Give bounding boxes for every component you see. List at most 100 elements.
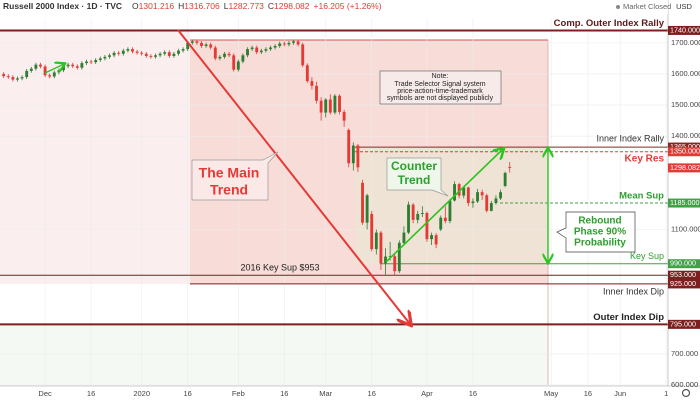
candle-body bbox=[503, 172, 507, 186]
header: Russell 2000 Index · 1D · TVC O1301.216 H1… bbox=[3, 1, 382, 11]
ohlc-field: L bbox=[224, 1, 229, 11]
note-line: Note: bbox=[432, 73, 449, 80]
plot bbox=[0, 29, 668, 326]
candle-body bbox=[140, 52, 144, 54]
settings-icon[interactable] bbox=[681, 388, 691, 398]
candle-body bbox=[310, 81, 314, 86]
level-tag-label: 953.000 bbox=[670, 270, 696, 279]
level-tag bbox=[668, 147, 700, 157]
ohlc-field: O bbox=[132, 1, 139, 11]
candle-body bbox=[227, 53, 231, 56]
level-label: Mean Sup bbox=[619, 191, 664, 202]
candle-body bbox=[370, 213, 374, 250]
counter-trend-label: Counter bbox=[391, 159, 437, 173]
level-label: Inner Index Dip bbox=[603, 286, 664, 296]
x-tick-label: 16 bbox=[469, 389, 477, 398]
ohlc-value: 1316.706 bbox=[184, 1, 220, 11]
candle-body bbox=[149, 55, 153, 57]
y-tick-label: 1600.000 bbox=[671, 69, 700, 78]
level-tag bbox=[668, 259, 700, 269]
candle-body bbox=[379, 232, 383, 264]
candle-body bbox=[218, 56, 222, 59]
candle-body bbox=[121, 50, 125, 54]
candle-body bbox=[402, 232, 406, 243]
small-arrow bbox=[44, 64, 64, 74]
x-tick-label: Mar bbox=[319, 389, 332, 398]
candle-body bbox=[342, 111, 346, 121]
level-label: Outer Index Dip bbox=[593, 312, 664, 323]
candle-body bbox=[213, 47, 217, 59]
candle-body bbox=[508, 166, 512, 168]
candle-body bbox=[315, 85, 318, 101]
candle-body bbox=[301, 44, 305, 66]
header-bg bbox=[0, 0, 668, 14]
x-tick-label: Dec bbox=[38, 389, 52, 398]
candle-body bbox=[163, 52, 167, 54]
candle-body bbox=[448, 200, 452, 222]
market-status: Market Closed bbox=[623, 2, 671, 11]
candle-body bbox=[108, 55, 111, 57]
candle-body bbox=[89, 61, 93, 63]
status-dot bbox=[616, 5, 620, 9]
candle-body bbox=[480, 192, 484, 196]
note-box bbox=[379, 70, 502, 105]
candle-body bbox=[296, 41, 300, 45]
level-label: Comp. Outer Index Rally bbox=[554, 18, 665, 29]
candle-body bbox=[200, 42, 203, 46]
candle-body bbox=[71, 64, 75, 67]
candle-body bbox=[167, 52, 171, 56]
candle-body bbox=[186, 42, 190, 50]
x-tick-label: 1 bbox=[664, 389, 668, 398]
candle-body bbox=[29, 68, 33, 71]
level-tag bbox=[668, 142, 700, 152]
level-tag bbox=[668, 198, 700, 208]
last-price-label: 1298.082 bbox=[670, 163, 700, 172]
last-price-tag bbox=[668, 163, 700, 173]
y-tick-label: 1100.000 bbox=[671, 224, 700, 233]
candle-body bbox=[177, 50, 180, 54]
candle-body bbox=[397, 242, 401, 272]
candle-body bbox=[338, 95, 341, 112]
candle-body bbox=[117, 52, 121, 54]
candle-body bbox=[292, 41, 295, 43]
candle-body bbox=[273, 45, 277, 48]
candle-body bbox=[374, 232, 378, 250]
candle-body bbox=[457, 184, 461, 196]
ohlc-change: +16.205 (+1.26%) bbox=[314, 1, 382, 11]
candle-body bbox=[388, 256, 392, 258]
candle-body bbox=[52, 72, 56, 77]
candle-body bbox=[236, 61, 240, 70]
x-tick-label: 16 bbox=[584, 389, 592, 398]
main-trend-arrow bbox=[177, 29, 410, 324]
zone-lower bbox=[0, 324, 548, 385]
y-tick-label: 700.000 bbox=[671, 349, 698, 358]
candle-body bbox=[11, 77, 15, 80]
level-tag-label: 1365.000 bbox=[670, 142, 700, 151]
candle-body bbox=[269, 47, 272, 50]
candle-body bbox=[420, 213, 424, 214]
note-line: price-action-time-trademark bbox=[397, 88, 483, 95]
candle-body bbox=[407, 204, 410, 233]
candle-body bbox=[43, 66, 47, 76]
candle-body bbox=[443, 217, 447, 222]
candle-body bbox=[241, 55, 245, 62]
candle-body bbox=[158, 53, 162, 56]
counter-trend-arrow bbox=[385, 149, 503, 263]
candle-body bbox=[462, 187, 466, 196]
zone-left bbox=[0, 30, 190, 284]
level-tag bbox=[668, 319, 700, 329]
ohlc-field: C bbox=[268, 1, 274, 11]
x-tick-label: 16 bbox=[184, 389, 192, 398]
note-line: Trade Selector Signal system bbox=[394, 81, 485, 88]
candle-body bbox=[489, 203, 493, 211]
candle-body bbox=[430, 235, 433, 240]
candle-body bbox=[485, 195, 489, 211]
candle-body bbox=[34, 64, 38, 69]
candle-body bbox=[384, 256, 387, 264]
candle-body bbox=[195, 41, 199, 43]
candle-body bbox=[209, 44, 213, 48]
main-trend-box bbox=[191, 151, 279, 201]
candle-body bbox=[361, 182, 364, 223]
level-tag-label: 990.000 bbox=[670, 259, 696, 268]
candle-body bbox=[204, 44, 208, 46]
